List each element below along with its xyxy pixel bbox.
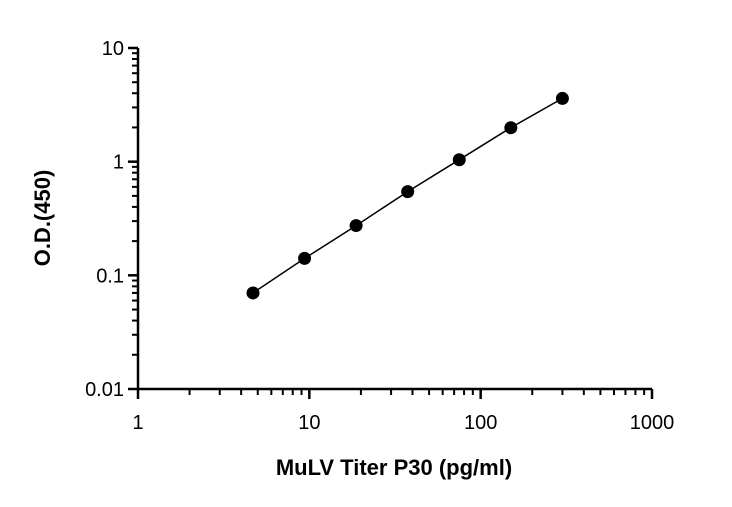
x-tick-label: 100 — [464, 412, 497, 434]
x-axis-title: MuLV Titer P30 (pg/ml) — [276, 455, 512, 480]
x-axis: 1 10 100 1000 — [132, 387, 675, 434]
y-tick-label: 0.1 — [96, 265, 124, 287]
data-point — [349, 219, 363, 233]
data-point — [504, 121, 518, 135]
x-tick-label: 1 — [132, 412, 143, 434]
data-point — [555, 91, 569, 105]
y-tick-label: 0.01 — [85, 379, 124, 401]
data-points — [246, 91, 569, 300]
y-tick-label: 10 — [102, 38, 124, 60]
x-tick-label: 10 — [298, 412, 320, 434]
data-point — [401, 185, 415, 199]
y-axis-title: O.D.(450) — [30, 170, 55, 267]
x-tick-label: 1000 — [630, 412, 675, 434]
data-point — [246, 286, 260, 300]
data-point — [452, 153, 466, 167]
y-tick-label: 1 — [113, 152, 124, 174]
y-axis: 0.01 0.1 1 10 — [85, 38, 140, 401]
data-point — [298, 251, 312, 265]
